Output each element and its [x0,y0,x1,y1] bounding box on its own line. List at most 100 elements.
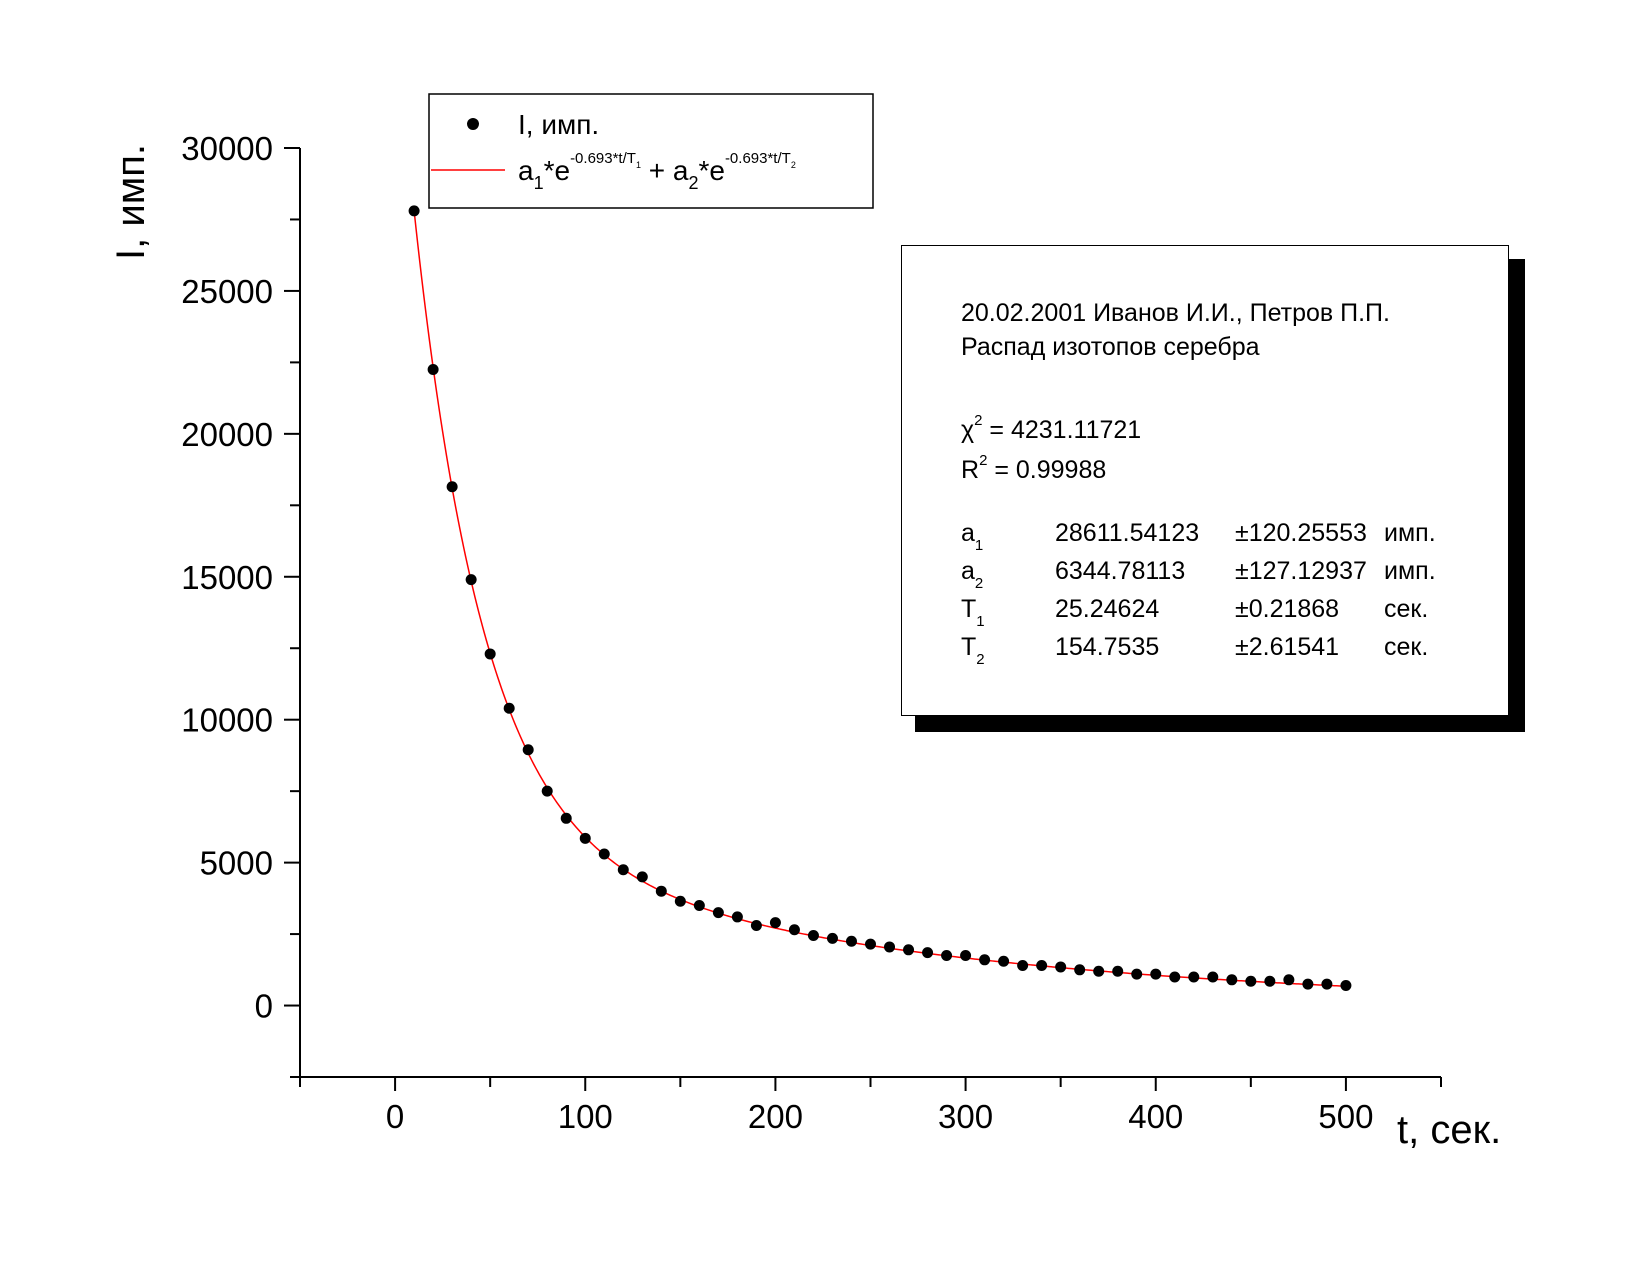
r-sup: 2 [979,452,988,469]
data-point [465,574,477,586]
data-point [960,950,972,962]
legend-label-fit: a1*e-0.693*t/T1 + a2*e-0.693*t/T2 [518,150,796,193]
param-unit: сек. [1384,595,1429,623]
data-point [1321,978,1333,990]
param-error: ±0.21868 [1235,595,1340,623]
y-tick-label: 20000 [181,416,273,453]
data-point [1207,971,1219,983]
data-point [560,812,572,824]
y-axis-ticks: 0 5000 10000 15000 20000 25000 30000 [181,130,300,1078]
x-tick-label: 0 [386,1098,404,1135]
x-tick-label: 400 [1128,1098,1183,1135]
data-point [884,941,896,953]
data-point [1131,968,1143,980]
data-point [1093,965,1105,977]
param-value: 6344.78113 [1055,557,1186,585]
data-point [1169,971,1181,983]
data-points [408,205,1352,992]
data-point [522,744,534,756]
data-point [1264,975,1276,987]
data-point [655,885,667,897]
param-symbol: a [961,557,975,585]
data-point [1055,961,1067,973]
param-symbol: a [961,519,975,547]
r-label: R [961,456,980,484]
legend-marker-scatter [467,118,479,130]
legend: I, имп. a1*e-0.693*t/T1 + a2*e-0.693*t/T… [428,93,874,209]
param-unit: имп. [1384,557,1436,585]
fit-results-box: 20.02.2001 Иванов И.И., Петров П.П. Расп… [901,245,1509,716]
legend-label-scatter: I, имп. [518,109,599,140]
y-tick-label: 10000 [181,702,273,739]
data-point [446,481,458,493]
y-tick-label: 15000 [181,559,273,596]
data-point [1188,971,1200,983]
param-error: ±127.12937 [1235,557,1367,585]
x-tick-label: 500 [1318,1098,1373,1135]
data-point [693,899,705,911]
data-point [617,864,629,876]
data-point [503,702,515,714]
data-point [1074,964,1086,976]
data-point [903,944,915,956]
data-point [1112,965,1124,977]
data-point [674,895,686,907]
data-point [484,648,496,660]
data-point [408,205,420,217]
param-subscript: 2 [974,575,984,592]
experiment-subtitle: Распад изотопов серебра [961,333,1260,361]
data-point [541,785,553,797]
date-authors: 20.02.2001 Иванов И.И., Петров П.П. [961,299,1390,327]
x-axis-ticks: 0 100 200 300 400 500 [299,1077,1442,1135]
data-point [1283,974,1295,986]
data-point [731,911,743,923]
data-point [1245,975,1257,987]
r-value: = 0.99988 [994,456,1107,484]
x-tick-label: 200 [748,1098,803,1135]
data-point [769,917,781,929]
data-point [598,848,610,860]
chi-label: χ [961,416,975,444]
param-value: 154.7535 [1055,633,1160,661]
data-point [579,832,591,844]
data-point [636,871,648,883]
y-tick-label: 25000 [181,273,273,310]
chi-sup: 2 [974,412,983,429]
x-tick-label: 300 [938,1098,993,1135]
data-point [826,932,838,944]
param-error: ±120.25553 [1235,519,1367,547]
data-point [865,938,876,950]
data-point [998,955,1010,967]
y-tick-label: 30000 [181,130,273,167]
data-point [1302,978,1314,990]
x-tick-label: 100 [558,1098,613,1135]
param-unit: сек. [1384,633,1429,661]
chi-value: = 4231.11721 [989,416,1142,444]
param-value: 25.24624 [1055,595,1160,623]
data-point [979,954,991,966]
data-point [845,935,857,947]
data-point [922,947,934,959]
param-subscript: 1 [976,613,985,630]
legend-box [428,93,874,209]
data-point [1340,980,1352,992]
data-point [1036,960,1048,972]
data-point [941,950,953,962]
param-value: 28611.54123 [1055,519,1200,547]
param-error: ±2.61541 [1235,633,1340,661]
r-square-line: R2 = 0.99988 [961,444,1106,487]
y-tick-label: 5000 [200,845,273,882]
param-subscript: 1 [974,537,984,554]
param-symbol: T [961,633,977,661]
param-unit: имп. [1384,519,1436,547]
chi-square-line: χ2 = 4231.11721 [961,404,1141,447]
data-point [427,364,439,376]
data-point [1017,960,1029,972]
y-axis-title: I, имп. [109,144,153,260]
data-point [1150,968,1162,980]
data-point [712,907,724,919]
data-point [1226,974,1238,986]
data-point [750,920,762,932]
param-subscript: 2 [976,651,985,668]
